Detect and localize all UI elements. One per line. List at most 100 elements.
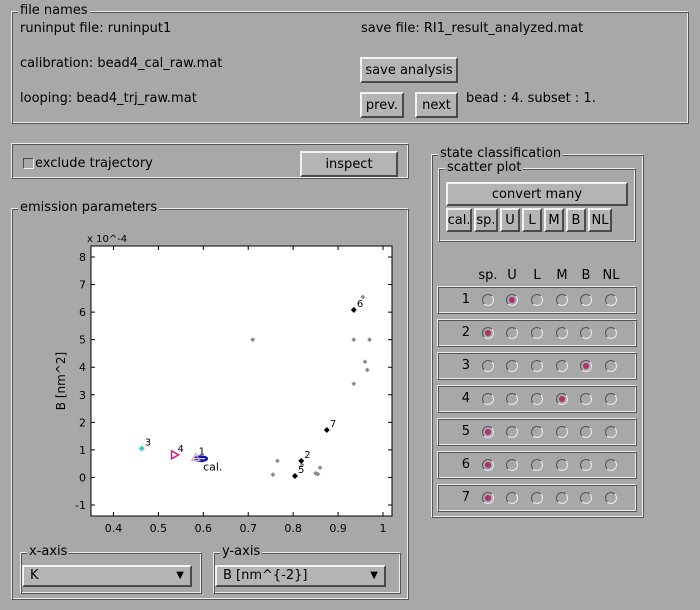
- state-radio-sp[interactable]: [482, 294, 494, 306]
- state-radio-U[interactable]: [506, 294, 518, 306]
- emission-parameters-panel: emission parameters: [11, 200, 409, 600]
- x-axis-select[interactable]: K ▼: [22, 565, 192, 587]
- convert-many-button[interactable]: convert many: [446, 182, 628, 206]
- y-axis-label: B [nm^2]: [54, 352, 68, 410]
- state-radio-U[interactable]: [506, 327, 518, 339]
- state-radio-U[interactable]: [506, 426, 518, 438]
- state-row: [437, 352, 637, 380]
- state-radio-sp[interactable]: [482, 327, 494, 339]
- state-radio-U[interactable]: [506, 492, 518, 504]
- quick-classify-button-M[interactable]: M: [544, 208, 564, 232]
- scatter-plot-group: scatter plot: [438, 160, 636, 242]
- labeled-point: [350, 306, 357, 313]
- quick-classify-button-NL[interactable]: NL: [588, 208, 612, 232]
- state-radio-M[interactable]: [556, 426, 568, 438]
- state-row: [437, 286, 637, 314]
- quick-classify-button-U[interactable]: U: [500, 208, 520, 232]
- state-row: [437, 319, 637, 347]
- state-radio-NL[interactable]: [605, 360, 617, 372]
- x-axis-select-value: K: [30, 568, 39, 583]
- state-radio-U[interactable]: [506, 459, 518, 471]
- state-radio-M[interactable]: [556, 294, 568, 306]
- state-radio-M[interactable]: [556, 360, 568, 372]
- save-analysis-button[interactable]: save analysis: [360, 57, 458, 83]
- state-column-header: sp.: [478, 268, 498, 283]
- state-radio-NL[interactable]: [605, 327, 617, 339]
- state-row-number: 4: [461, 391, 470, 406]
- state-radio-B[interactable]: [580, 327, 592, 339]
- runinput-label: runinput file: runinput1: [20, 21, 172, 36]
- data-point: [317, 465, 323, 471]
- state-radio-L[interactable]: [531, 393, 543, 405]
- exclude-trajectory-checkbox[interactable]: [23, 158, 34, 169]
- quick-classify-button-L[interactable]: L: [522, 208, 542, 232]
- point-label: 1: [199, 447, 205, 458]
- state-radio-NL[interactable]: [605, 492, 617, 504]
- state-radio-NL[interactable]: [605, 393, 617, 405]
- data-point: [275, 458, 280, 464]
- x-axis-selector-group: x-axis: [20, 544, 202, 594]
- scatter-chart: 0.40.50.60.70.80.91-1012345678KB [nm^2]x…: [54, 234, 393, 545]
- state-radio-U[interactable]: [506, 360, 518, 372]
- state-radio-B[interactable]: [580, 492, 592, 504]
- data-point: [315, 471, 321, 477]
- state-radio-B[interactable]: [580, 426, 592, 438]
- inspect-button[interactable]: inspect: [300, 151, 398, 177]
- prev-button[interactable]: prev.: [360, 92, 404, 118]
- state-radio-L[interactable]: [531, 426, 543, 438]
- y-tick-label: 3: [79, 389, 86, 402]
- state-radio-B[interactable]: [580, 393, 592, 405]
- state-classification-title: state classification: [438, 146, 564, 161]
- state-radio-NL[interactable]: [605, 459, 617, 471]
- x-tick-label: 0.9: [329, 522, 347, 535]
- y-tick-label: 1: [79, 444, 86, 457]
- state-column-header: B: [581, 268, 591, 283]
- x-axis-dropdown-icon: ▼: [176, 570, 184, 581]
- y-tick-label: 2: [79, 416, 86, 429]
- quick-classify-button-sp[interactable]: sp.: [474, 208, 498, 232]
- next-button[interactable]: next: [415, 92, 458, 118]
- x-tick-label: 0.7: [239, 522, 257, 535]
- x-tick-label: 1: [380, 522, 387, 535]
- state-radio-M[interactable]: [556, 327, 568, 339]
- y-axis-select[interactable]: B [nm^{-2}] ▼: [215, 565, 386, 587]
- state-radio-L[interactable]: [531, 360, 543, 372]
- state-radio-B[interactable]: [580, 459, 592, 471]
- state-radio-M[interactable]: [556, 459, 568, 471]
- state-radio-NL[interactable]: [605, 294, 617, 306]
- state-radio-NL[interactable]: [605, 426, 617, 438]
- state-radio-sp[interactable]: [482, 492, 494, 504]
- state-radio-M[interactable]: [556, 492, 568, 504]
- point-label: 4: [178, 444, 184, 455]
- state-radio-U[interactable]: [506, 393, 518, 405]
- quick-classify-button-B[interactable]: B: [566, 208, 586, 232]
- file-names-panel: file names: [11, 3, 689, 124]
- state-radio-sp[interactable]: [482, 426, 494, 438]
- y-tick-label: 8: [79, 251, 86, 264]
- quick-classify-button-cal[interactable]: cal.: [446, 208, 472, 232]
- state-row-number: 7: [461, 490, 470, 505]
- plot-area: [90, 245, 393, 517]
- labeled-point: [291, 473, 298, 480]
- state-radio-sp[interactable]: [482, 459, 494, 471]
- state-row-number: 3: [461, 358, 470, 373]
- state-row: [437, 418, 637, 446]
- data-point: [367, 337, 372, 343]
- state-radio-B[interactable]: [580, 360, 592, 372]
- y-tick-label: 6: [79, 306, 86, 319]
- exclude-panel: [11, 143, 409, 179]
- point-label: 3: [145, 438, 151, 449]
- exclude-trajectory-label: exclude trajectory: [35, 156, 153, 171]
- state-radio-L[interactable]: [531, 459, 543, 471]
- state-radio-M[interactable]: [556, 393, 568, 405]
- data-point: [351, 381, 357, 387]
- file-names-title: file names: [18, 3, 90, 18]
- state-radio-L[interactable]: [531, 492, 543, 504]
- state-radio-L[interactable]: [531, 294, 543, 306]
- state-radio-L[interactable]: [531, 327, 543, 339]
- y-axis-select-value: B [nm^{-2}]: [223, 568, 308, 583]
- state-radio-B[interactable]: [580, 294, 592, 306]
- state-radio-sp[interactable]: [482, 360, 494, 372]
- state-radio-sp[interactable]: [482, 393, 494, 405]
- data-point: [351, 337, 357, 343]
